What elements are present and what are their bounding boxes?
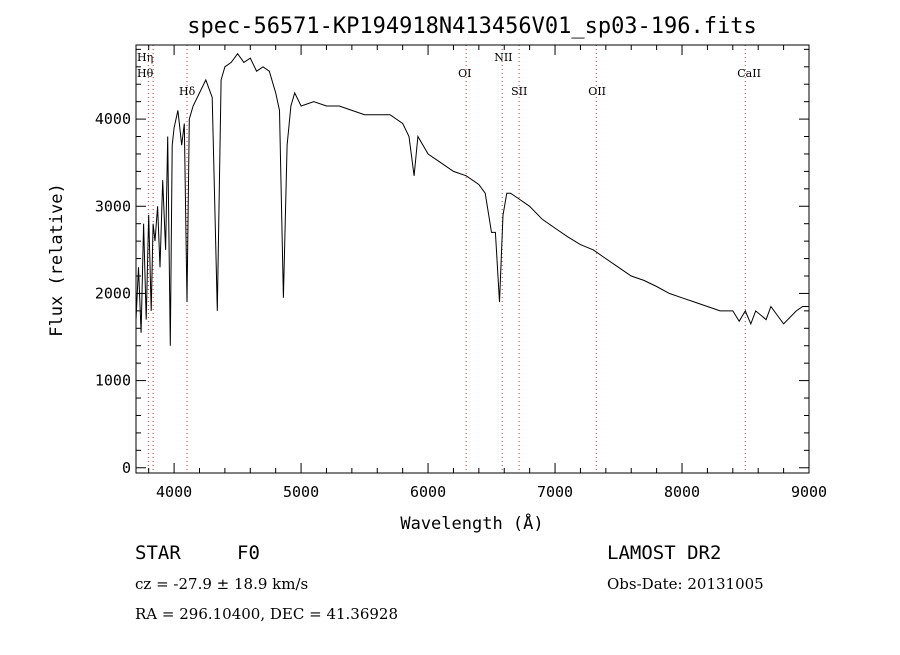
survey-name: LAMOST DR2 [607,542,721,564]
spectral-line-label: OII [588,85,606,98]
x-tick-label: 4000 [156,483,192,501]
y-tick-label: 1000 [95,372,131,390]
spectral-line-label: NII [494,51,512,64]
spectral-line-markers: Hη Hθ Hδ OI NII SII OII CaII [137,45,761,473]
spectral-line-label: CaII [737,67,761,80]
object-class: STAR [135,542,181,564]
y-axis-label: Flux (relative) [47,183,67,337]
x-tick-label: 5000 [283,483,319,501]
spectral-line-label: Hη [137,51,153,64]
x-axis-label: Wavelength (Å) [400,512,543,534]
sky-coordinates: RA = 296.10400, DEC = 41.36928 [135,605,398,623]
object-subclass: F0 [237,542,260,564]
x-tick-label: 6000 [410,483,446,501]
spectral-line-label: OI [458,67,471,80]
spectral-line-label: Hθ [137,67,154,80]
y-tick-label: 0 [122,459,131,477]
redshift-velocity: cz = -27.9 ± 18.9 km/s [135,575,308,593]
spectral-line-label: Hδ [179,85,196,98]
y-tick-label: 3000 [95,197,131,215]
axis-ticks: 4000 5000 6000 7000 8000 9000 0 1000 2000 3000 400… [95,45,827,501]
observation-date: Obs-Date: 20131005 [607,575,764,593]
spectrum-line [135,52,809,346]
y-tick-label: 2000 [95,284,131,302]
x-tick-label: 8000 [664,483,700,501]
chart-title: spec-56571-KP194918N413456V01_sp03-196.f… [187,14,757,39]
plot-frame [135,44,810,474]
spectral-line-label: SII [511,85,527,98]
x-tick-label: 7000 [537,483,573,501]
x-tick-label: 9000 [791,483,827,501]
y-tick-label: 4000 [95,110,131,128]
